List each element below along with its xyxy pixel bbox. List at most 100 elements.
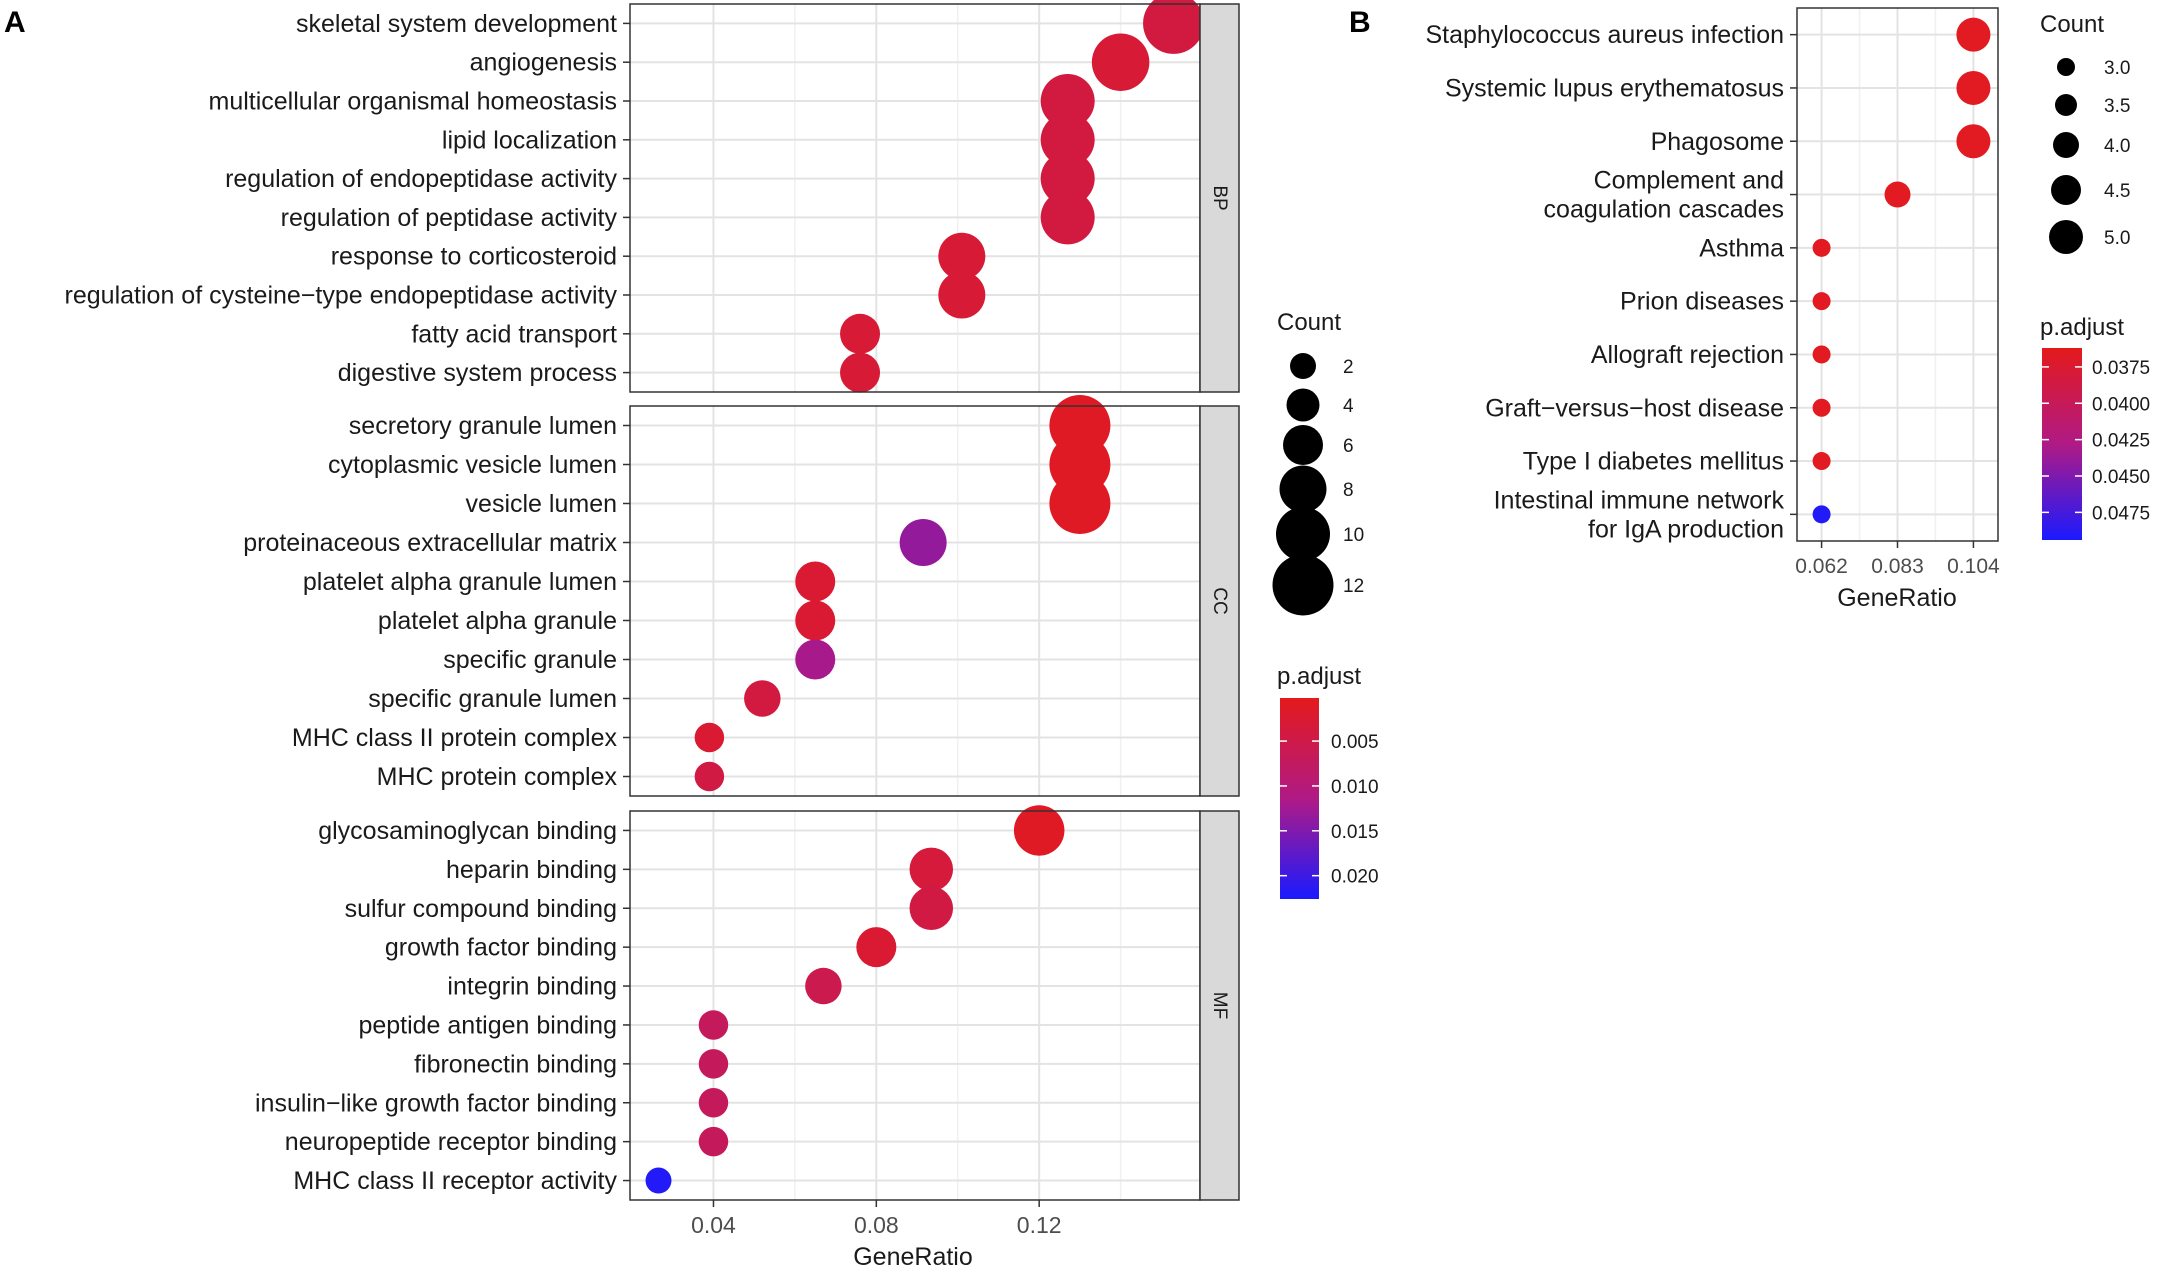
- size-legend-key: [2053, 132, 2079, 158]
- panel-a-facet-mf: glycosaminoglycan binding heparin binding…: [255, 805, 1240, 1201]
- panel-b-x-axis-label: GeneRatio: [1837, 584, 1957, 612]
- color-legend-label: 0.0375: [2092, 358, 2150, 379]
- size-legend-label: 10: [1343, 525, 1364, 546]
- point: [795, 600, 836, 641]
- y-tick-label: skeletal system development: [296, 10, 617, 38]
- point: [1812, 505, 1831, 524]
- point: [1143, 0, 1205, 54]
- color-legend-label: 0.005: [1331, 732, 1379, 753]
- size-legend-label: 5.0: [2104, 228, 2130, 249]
- point: [840, 313, 881, 354]
- size-legend-key: [2057, 58, 2075, 76]
- point: [899, 519, 947, 566]
- panel-a-size-legend-title: Count: [1277, 309, 1341, 336]
- y-tick-label: heparin binding: [446, 856, 617, 884]
- point: [1812, 452, 1831, 471]
- point: [694, 761, 725, 792]
- facet-strip-label: BP: [1209, 185, 1230, 210]
- panel-a-facet-bp: skeletal system development angiogenesis m…: [65, 0, 1240, 393]
- size-legend-key: [1290, 353, 1316, 379]
- y-tick-label: Type I diabetes mellitus: [1523, 448, 1784, 476]
- size-legend-key: [1272, 554, 1334, 616]
- y-tick-label: regulation of peptidase activity: [281, 204, 618, 232]
- color-legend-label: 0.015: [1331, 822, 1379, 843]
- y-tick-label: proteinaceous extracellular matrix: [243, 529, 617, 557]
- panel-a-colorbar: [1280, 698, 1319, 899]
- facet-strip: [1199, 3, 1240, 393]
- size-legend-label: 3.0: [2104, 58, 2130, 79]
- y-tick-label: Systemic lupus erythematosus: [1445, 74, 1784, 102]
- y-tick-label: Phagosome: [1651, 128, 1784, 156]
- size-legend-label: 3.5: [2104, 96, 2130, 117]
- y-tick-label: angiogenesis: [470, 49, 617, 77]
- point: [1812, 292, 1831, 311]
- point: [698, 1088, 729, 1118]
- size-legend-label: 12: [1343, 576, 1364, 597]
- y-tick-label: response to corticosteroid: [331, 243, 617, 271]
- y-tick-label: regulation of cysteine−type endopeptidas…: [65, 282, 618, 310]
- point: [1040, 151, 1095, 206]
- point: [694, 722, 725, 753]
- y-tick-label: multicellular organismal homeostasis: [209, 88, 618, 116]
- panel-b-color-legend-title: p.adjust: [2040, 314, 2124, 341]
- size-legend-key: [1279, 465, 1327, 513]
- point: [1956, 17, 1991, 52]
- y-tick-label: regulation of endopeptidase activity: [225, 165, 617, 193]
- panel-label-b: B: [1349, 6, 1371, 39]
- x-tick-label: 0.04: [691, 1212, 736, 1238]
- size-legend-label: 4.5: [2104, 181, 2130, 202]
- size-legend-key: [1276, 507, 1330, 561]
- size-legend-key: [2055, 94, 2077, 116]
- point: [938, 271, 986, 319]
- panel-b-size-legend: Count 3.0 3.5 4.0 4.5 5.0: [2040, 11, 2130, 254]
- point: [795, 639, 836, 680]
- y-tick-label: Prion diseases: [1620, 288, 1784, 316]
- panel-label-a: A: [4, 6, 26, 39]
- point: [698, 1126, 729, 1157]
- point: [744, 680, 781, 717]
- x-tick-label: 0.104: [1947, 555, 2000, 578]
- point: [1040, 74, 1095, 128]
- y-tick-label: Asthma: [1699, 234, 1784, 262]
- size-legend-label: 6: [1343, 436, 1354, 457]
- panel-b-size-legend-title: Count: [2040, 11, 2104, 38]
- point: [698, 1049, 729, 1079]
- x-tick-label: 0.062: [1795, 555, 1848, 578]
- point: [1812, 238, 1831, 257]
- y-tick-label: insulin−like growth factor binding: [255, 1089, 617, 1117]
- y-tick-label: Complement and: [1594, 167, 1784, 195]
- point: [1956, 124, 1991, 159]
- facet-strip: [1199, 810, 1240, 1201]
- point: [698, 1010, 729, 1040]
- point: [1884, 181, 1911, 208]
- point: [1040, 190, 1095, 245]
- color-legend-label: 0.0400: [2092, 394, 2150, 415]
- size-legend-key: [1286, 388, 1320, 422]
- y-tick-label: for IgA production: [1588, 515, 1784, 543]
- y-tick-label: Intestinal immune network: [1494, 486, 1785, 514]
- point: [1040, 112, 1095, 167]
- point: [909, 886, 954, 930]
- y-tick-label: Staphylococcus aureus infection: [1425, 21, 1784, 49]
- y-tick-label: platelet alpha granule: [378, 607, 617, 635]
- color-legend-label: 0.010: [1331, 777, 1379, 798]
- x-tick-label: 0.083: [1871, 555, 1924, 578]
- y-tick-label: vesicle lumen: [466, 490, 617, 518]
- y-tick-label: MHC class II protein complex: [292, 724, 618, 752]
- y-tick-label: lipid localization: [442, 126, 617, 154]
- y-tick-label: growth factor binding: [385, 934, 617, 962]
- point: [1091, 33, 1150, 91]
- y-tick-label: digestive system process: [338, 359, 617, 387]
- y-tick-label: MHC class II receptor activity: [293, 1167, 617, 1195]
- y-tick-label: MHC protein complex: [377, 763, 618, 791]
- color-legend-label: 0.0475: [2092, 503, 2150, 524]
- y-tick-label: specific granule lumen: [368, 685, 617, 713]
- x-tick-label: 0.12: [1017, 1212, 1062, 1238]
- point: [856, 927, 897, 968]
- color-legend-label: 0.0425: [2092, 431, 2150, 452]
- y-tick-label: Allograft rejection: [1591, 341, 1784, 369]
- y-tick-label: neuropeptide receptor binding: [285, 1128, 617, 1156]
- y-tick-label: sulfur compound binding: [345, 895, 617, 923]
- y-tick-label: fatty acid transport: [411, 320, 617, 348]
